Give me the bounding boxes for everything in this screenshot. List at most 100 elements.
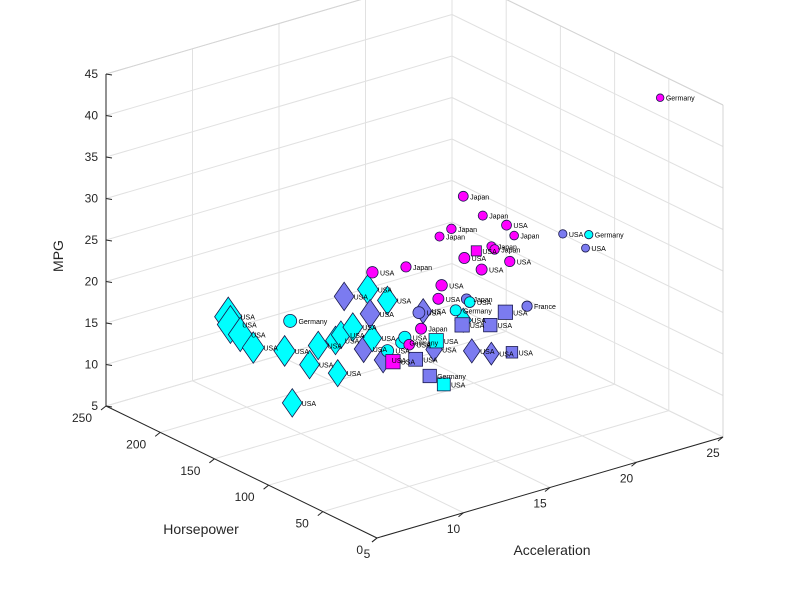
y-tick-label: 0 bbox=[356, 543, 363, 557]
point-label: Japan bbox=[446, 235, 465, 242]
point-label: USA bbox=[451, 382, 466, 389]
point-diamond bbox=[377, 285, 398, 316]
z-tick-mark bbox=[105, 239, 113, 242]
point-label: Germany bbox=[666, 96, 695, 103]
point-label: USA bbox=[432, 309, 447, 316]
point-label: USA bbox=[354, 294, 369, 301]
grid-line bbox=[268, 383, 615, 486]
point-circle bbox=[403, 338, 415, 351]
point-label: USA bbox=[477, 300, 492, 307]
point-label: Germany bbox=[463, 308, 492, 315]
point-label: USA bbox=[591, 246, 606, 253]
y-tick-mark bbox=[371, 537, 378, 543]
z-axis-label: MPG bbox=[50, 240, 66, 272]
point-circle bbox=[435, 279, 448, 292]
x-tick-mark bbox=[544, 487, 551, 492]
point-circle bbox=[581, 243, 590, 253]
point-label: Japan bbox=[470, 194, 489, 201]
grid-line bbox=[105, 221, 453, 324]
point-label: USA bbox=[480, 349, 495, 356]
point-label: Japan bbox=[473, 297, 492, 304]
grid-line bbox=[105, 180, 453, 282]
point-label: Japan bbox=[501, 247, 520, 254]
point-circle bbox=[558, 229, 568, 239]
point-diamond bbox=[462, 338, 481, 364]
point-circle bbox=[283, 314, 298, 328]
grid-line bbox=[278, 355, 551, 488]
point-label: USA bbox=[427, 311, 442, 318]
point-square bbox=[483, 318, 498, 333]
point-circle bbox=[412, 306, 426, 319]
point-label: USA bbox=[380, 312, 395, 319]
point-label: Japan bbox=[458, 227, 477, 234]
data-points bbox=[214, 93, 665, 418]
point-label: USA bbox=[381, 336, 396, 343]
point-diamond bbox=[359, 298, 381, 329]
point-label: USA bbox=[395, 349, 410, 356]
point-label: USA bbox=[449, 283, 464, 290]
z-tick-mark bbox=[105, 198, 113, 200]
point-label: Japan bbox=[498, 244, 517, 251]
y-tick-mark bbox=[100, 405, 107, 411]
grid-line bbox=[105, 55, 453, 158]
y-axis-line bbox=[105, 405, 378, 539]
point-label: USA bbox=[498, 323, 513, 330]
point-label: USA bbox=[519, 350, 534, 357]
point-label: USA bbox=[378, 287, 393, 294]
point-label: USA bbox=[471, 318, 486, 325]
point-diamond bbox=[333, 281, 355, 312]
point-label: Germany bbox=[437, 374, 466, 381]
point-circle bbox=[366, 266, 379, 279]
point-label: USA bbox=[423, 357, 438, 364]
grid-line bbox=[105, 263, 453, 365]
z-tick-label: 45 bbox=[85, 67, 99, 81]
y-tick-mark bbox=[263, 484, 269, 490]
z-tick-mark bbox=[105, 73, 113, 76]
x-tick-label: 25 bbox=[706, 446, 720, 460]
grid-line bbox=[451, 263, 724, 396]
point-label: France bbox=[534, 304, 556, 311]
point-diamond bbox=[299, 349, 320, 380]
point-circle bbox=[449, 304, 462, 317]
point-circle bbox=[432, 292, 445, 305]
point-label: USA bbox=[472, 256, 487, 263]
point-circle bbox=[434, 231, 445, 242]
axis-box bbox=[100, 73, 724, 543]
point-diamond bbox=[362, 323, 383, 353]
z-tick-label: 10 bbox=[85, 358, 99, 372]
point-label: Japan bbox=[413, 265, 432, 272]
point-label: Japan bbox=[428, 327, 447, 334]
point-label: USA bbox=[444, 339, 459, 346]
point-circle bbox=[457, 190, 469, 202]
point-label: USA bbox=[446, 297, 461, 304]
point-label: USA bbox=[482, 249, 497, 256]
grid-line bbox=[105, 14, 453, 116]
point-diamond bbox=[342, 312, 364, 343]
point-circle bbox=[415, 322, 428, 335]
grid-line bbox=[192, 380, 464, 514]
point-circle bbox=[446, 223, 457, 235]
point-diamond bbox=[482, 341, 500, 366]
point-label: USA bbox=[397, 298, 412, 305]
point-label: USA bbox=[513, 310, 528, 317]
point-label: USA bbox=[413, 335, 428, 342]
x-tick-label: 15 bbox=[533, 497, 547, 511]
z-tick-label: 25 bbox=[85, 233, 99, 247]
point-label: USA bbox=[251, 332, 266, 339]
z-tick-mark bbox=[105, 115, 113, 117]
z-tick-mark bbox=[105, 364, 113, 366]
x-axis-label: Acceleration bbox=[513, 542, 590, 558]
z-tick-label: 35 bbox=[85, 150, 99, 164]
y-tick-label: 100 bbox=[235, 490, 255, 504]
box-edge bbox=[506, 0, 724, 106]
grid-line bbox=[451, 138, 724, 272]
point-label: USA bbox=[470, 323, 485, 330]
point-label: USA bbox=[362, 325, 377, 332]
x-tick-mark bbox=[631, 461, 637, 467]
point-square bbox=[436, 377, 451, 392]
grid-line bbox=[160, 330, 507, 433]
point-label: USA bbox=[569, 232, 584, 239]
z-tick-label: 15 bbox=[85, 316, 99, 330]
y-tick-label: 200 bbox=[126, 437, 146, 451]
point-label: USA bbox=[319, 363, 334, 370]
